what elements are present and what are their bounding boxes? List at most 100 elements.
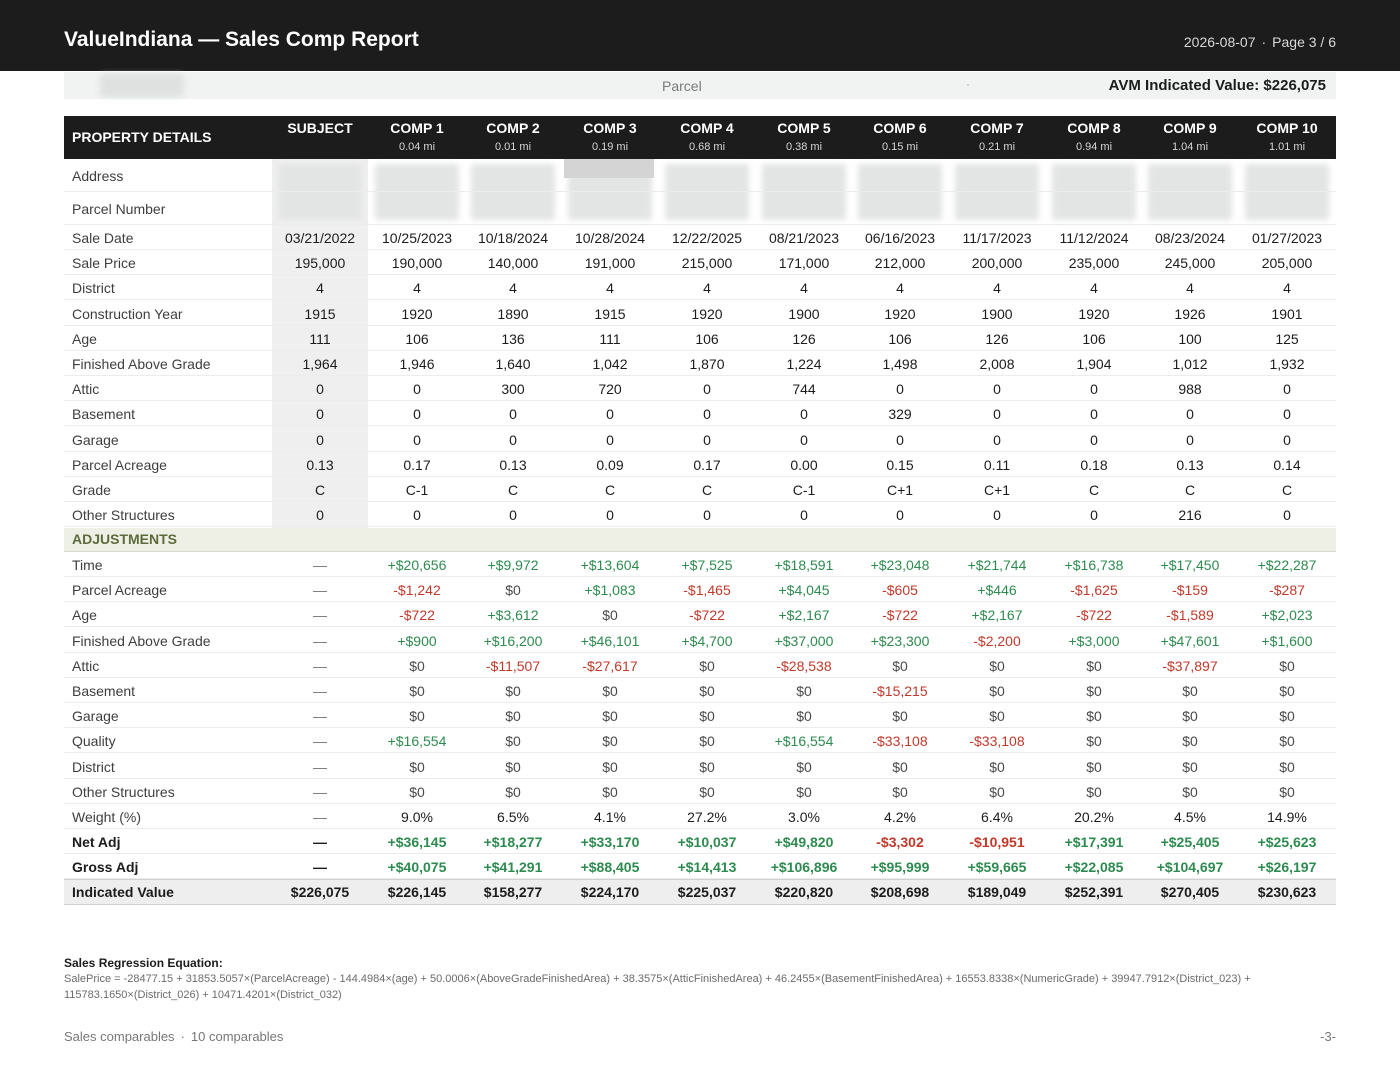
table-cell: 3.0% (788, 809, 820, 825)
row-label: Address (72, 168, 124, 184)
table-cell: $0 (796, 784, 812, 800)
row-label: Garage (72, 708, 119, 724)
redacted-subject-address (100, 74, 184, 97)
column-header-comp-10: COMP 10 1.01 mi (1239, 116, 1335, 159)
table-cell: $0 (1279, 759, 1295, 775)
column-name: COMP 8 (1067, 120, 1121, 136)
table-cell: — (313, 607, 327, 623)
table-cell: C (1184, 482, 1196, 498)
indicated-value-cell: $225,037 (677, 884, 737, 900)
table-cell: C (701, 482, 713, 498)
table-cell: +$16,554 (774, 733, 834, 749)
table-row: Gross Adj — +$40,075 +$41,291 +$88,405 +$14,4… (64, 854, 1336, 879)
footer-section: Sales comparables (64, 1029, 175, 1044)
table-cell: $0 (1086, 759, 1102, 775)
table-cell: -$287 (1269, 582, 1305, 598)
table-cell: 0.13 (306, 457, 334, 473)
table-cell: 0 (993, 381, 1001, 397)
table-cell: 235,000 (1068, 255, 1120, 271)
table-row: Net Adj — +$36,145 +$18,277 +$33,170 +$10,037… (64, 829, 1336, 854)
table-cell: $0 (1086, 784, 1102, 800)
table-cell: C-1 (405, 482, 429, 498)
table-cell: +$16,554 (387, 733, 447, 749)
table-cell: 0 (316, 381, 324, 397)
table-cell: 0.11 (983, 457, 1011, 473)
table-cell: $0 (1086, 658, 1102, 674)
table-cell: 0 (703, 432, 711, 448)
table-cell: 12/22/2025 (671, 230, 743, 246)
indicated-value-row: Indicated Value $226,075 $226,145 $158,277… (64, 879, 1336, 905)
table-cell: 1920 (1078, 306, 1110, 322)
row-label: Basement (72, 683, 136, 699)
table-cell: $0 (892, 784, 908, 800)
table-cell: $0 (796, 683, 812, 699)
table-cell: +$25,405 (1160, 834, 1220, 850)
table-cell: -$33,108 (969, 733, 1025, 749)
table-cell: $0 (1182, 759, 1198, 775)
table-cell: $0 (1182, 784, 1198, 800)
table-cell: +$446 (977, 582, 1017, 598)
table-row: Basement 0 0 0 0 0 0 329 0 0 0 0 (64, 401, 1336, 426)
table-row: Basement — $0 $0 $0 $0 $0 -$15,215 $0 $0 $0 $0 (64, 678, 1336, 703)
indicated-value-cell: $270,405 (1160, 884, 1220, 900)
table-cell: 720 (598, 381, 622, 397)
table-cell: -$11,507 (485, 658, 541, 674)
table-cell: — (313, 658, 327, 674)
column-name: COMP 2 (486, 120, 540, 136)
table-row: Construction Year 1915 1920 1890 1915 1920 190… (64, 301, 1336, 326)
table-cell: 0 (703, 507, 711, 523)
table-cell: 0 (509, 432, 517, 448)
redacted-value (762, 164, 846, 220)
adjustments-label: ADJUSTMENTS (72, 531, 178, 547)
table-cell: 0.18 (1080, 457, 1108, 473)
table-cell: +$59,665 (967, 859, 1027, 875)
table-cell: 6.4% (981, 809, 1013, 825)
column-name: COMP 1 (390, 120, 444, 136)
table-cell: -$2,200 (973, 633, 1021, 649)
table-cell: C (507, 482, 519, 498)
indicated-value-cell: $189,049 (967, 884, 1027, 900)
table-cell: 4 (896, 280, 904, 296)
table-cell: C+1 (886, 482, 914, 498)
redacted-value (1245, 164, 1329, 220)
table-cell: +$25,623 (1257, 834, 1317, 850)
column-header-comp-1: COMP 1 0.04 mi (369, 116, 465, 159)
table-cell: $0 (602, 607, 618, 623)
column-distance: 0.01 mi (494, 141, 532, 153)
table-cell: 11/12/2024 (1059, 230, 1129, 246)
table-cell: 10/28/2024 (574, 230, 646, 246)
table-cell: -$1,242 (393, 582, 441, 598)
table-cell: $0 (1279, 658, 1295, 674)
table-cell: C-1 (792, 482, 816, 498)
table-row: District — $0 $0 $0 $0 $0 $0 $0 $0 $0 $0 (64, 754, 1336, 779)
table-row: Address (64, 159, 1336, 192)
table-cell: +$14,413 (677, 859, 737, 875)
table-row: Time — +$20,656 +$9,972 +$13,604 +$7,525 +$18,… (64, 552, 1336, 577)
column-distance: 0.15 mi (881, 141, 919, 153)
table-cell: C (1281, 482, 1293, 498)
table-cell: -$15,215 (872, 683, 928, 699)
table-cell: -$722 (399, 607, 435, 623)
table-cell: -$3,302 (876, 834, 924, 850)
table-cell: -$1,589 (1166, 607, 1214, 623)
table-cell: +$3,000 (1068, 633, 1120, 649)
table-cell: 1,946 (399, 356, 435, 372)
table-cell: $0 (602, 733, 618, 749)
table-cell: $0 (409, 759, 425, 775)
table-cell: — (313, 859, 327, 875)
table-cell: 171,000 (778, 255, 830, 271)
table-cell: 1890 (497, 306, 529, 322)
table-cell: $0 (1279, 683, 1295, 699)
table-cell: 191,000 (584, 255, 636, 271)
redacted-value (278, 164, 362, 220)
table-row: Weight (%) — 9.0% 6.5% 4.1% 27.2% 3.0% 4.2% 6.4%… (64, 804, 1336, 829)
redacted-value (955, 164, 1039, 220)
table-cell: 0 (316, 432, 324, 448)
table-cell: 08/23/2024 (1154, 230, 1226, 246)
table-cell: C+1 (983, 482, 1011, 498)
table-cell: 27.2% (687, 809, 727, 825)
table-cell: +$40,075 (387, 859, 447, 875)
table-cell: 1,932 (1269, 356, 1305, 372)
table-cell: 4.5% (1174, 809, 1206, 825)
table-cell: 190,000 (391, 255, 443, 271)
